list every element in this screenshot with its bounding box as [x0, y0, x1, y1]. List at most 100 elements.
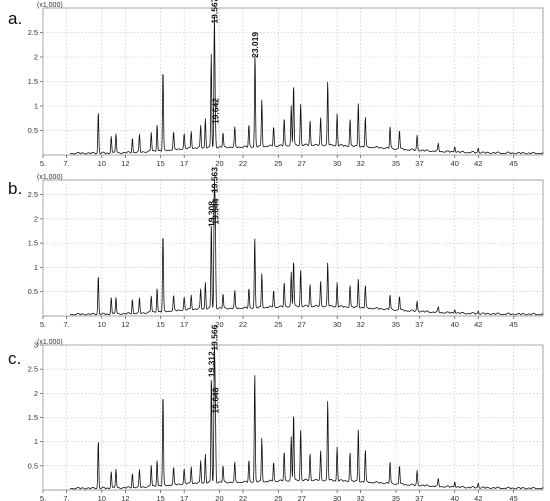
peak-point — [204, 124, 206, 126]
peak-point — [97, 112, 99, 114]
peak-point — [183, 474, 185, 476]
peak-point — [272, 469, 274, 471]
peak-point — [389, 132, 391, 134]
peak-point — [110, 137, 112, 139]
y-scale-label: (x1,000) — [37, 2, 63, 9]
y-tick-label: 3 — [34, 341, 38, 350]
peak-point — [190, 300, 192, 302]
peak-point — [261, 445, 263, 447]
x-tick-label: 45 — [509, 159, 517, 168]
peak-point — [292, 269, 294, 271]
y-tick-label: 2.5 — [28, 28, 38, 37]
peak-point — [97, 276, 99, 278]
peak-point — [162, 73, 164, 75]
peak-point — [183, 303, 185, 305]
peak-point — [290, 445, 292, 447]
peak-point — [292, 93, 294, 95]
x-tick-label: 40 — [451, 159, 459, 168]
x-tick-label: 45 — [509, 320, 517, 329]
peak-point — [336, 455, 338, 457]
peak-point — [162, 397, 164, 399]
x-tick-label: 10 — [98, 494, 106, 501]
chromatogram-trace — [70, 345, 544, 490]
x-tick-label: 15 — [156, 159, 164, 168]
peak-point — [261, 281, 263, 283]
peak-point — [214, 127, 216, 129]
peak-point — [327, 409, 329, 411]
peak-point — [254, 380, 256, 382]
peak-annotation: 19.563 — [209, 167, 219, 193]
peak-point — [364, 124, 366, 126]
peak-point — [210, 230, 212, 232]
peak-point — [115, 298, 117, 300]
peak-point — [213, 26, 215, 28]
peak-point — [210, 61, 212, 63]
y-tick-label: 1.5 — [28, 413, 38, 422]
peak-point — [349, 460, 351, 462]
x-tick-label: 40 — [451, 494, 459, 501]
x-tick-label: 10 — [98, 159, 106, 168]
peak-point — [248, 295, 250, 297]
peak-point — [199, 295, 201, 297]
peak-point — [172, 472, 174, 474]
x-tick-label: 32 — [356, 159, 364, 168]
peak-point — [416, 305, 418, 307]
peak-point — [357, 286, 359, 288]
y-tick-label: 1 — [34, 263, 38, 272]
x-tick-label: 12 — [121, 494, 129, 501]
peak-point — [349, 293, 351, 295]
peak-point — [349, 127, 351, 129]
peak-point — [454, 311, 456, 313]
x-tick-label: 7. — [63, 494, 69, 501]
peak-point — [183, 139, 185, 141]
peak-point — [437, 482, 439, 484]
peak-point — [131, 139, 133, 141]
peak-point — [389, 467, 391, 469]
panel-label: c. — [8, 349, 21, 368]
peak-point — [115, 134, 117, 136]
x-tick-label: 20 — [215, 159, 223, 168]
peak-annotation: 19.308 — [206, 201, 216, 227]
peak-point — [150, 467, 152, 469]
x-tick-label: 45 — [509, 494, 517, 501]
peak-annotation: 19.567 — [209, 0, 219, 24]
x-tick-label: 22 — [239, 494, 247, 501]
x-tick-label: 32 — [356, 320, 364, 329]
x-tick-label: 37 — [415, 320, 423, 329]
peak-point — [477, 484, 479, 486]
y-tick-label: 2 — [34, 389, 38, 398]
chromatogram-panel: b. (x1,000) 0.5 1 1.5 2 2.5 5. 7. 10 12 15 17 20 22 25 2… — [8, 167, 544, 329]
peak-point — [299, 438, 301, 440]
peak-point — [210, 380, 212, 382]
peak-point — [336, 122, 338, 124]
x-tick-label: 37 — [415, 159, 423, 168]
peak-point — [97, 440, 99, 442]
chromatogram-panel: c. (x1,000) 0.5 1 1.5 2 2.5 3 5. 7. 10 12 15 17 20 22 25… — [8, 324, 544, 501]
x-tick-label: 30 — [333, 494, 341, 501]
y-tick-label: 2.5 — [28, 190, 38, 199]
peak-point — [190, 137, 192, 139]
peak-point — [115, 469, 117, 471]
y-tick-label: 1.5 — [28, 239, 38, 248]
peak-point — [234, 134, 236, 136]
x-tick-label: 35 — [392, 494, 400, 501]
x-tick-label: 42 — [474, 494, 482, 501]
peak-point — [309, 293, 311, 295]
peak-point — [416, 474, 418, 476]
x-tick-label: 40 — [451, 320, 459, 329]
x-tick-label: 5. — [40, 494, 46, 501]
peak-point — [299, 278, 301, 280]
x-tick-label: 15 — [156, 320, 164, 329]
chromatogram-panel: a. (x1,000) 0.5 1 1.5 2 2.5 5. 7. 10 12 15 17 20 22 25 2… — [8, 0, 544, 168]
peak-point — [138, 472, 140, 474]
y-tick-label: 1 — [34, 437, 38, 446]
peak-point — [248, 132, 250, 134]
peak-point — [398, 300, 400, 302]
peak-point — [309, 462, 311, 464]
peak-point — [172, 300, 174, 302]
peak-point — [156, 291, 158, 293]
y-tick-label: 0.5 — [28, 126, 38, 135]
peak-point — [110, 298, 112, 300]
y-tick-label: 0.5 — [28, 287, 38, 296]
